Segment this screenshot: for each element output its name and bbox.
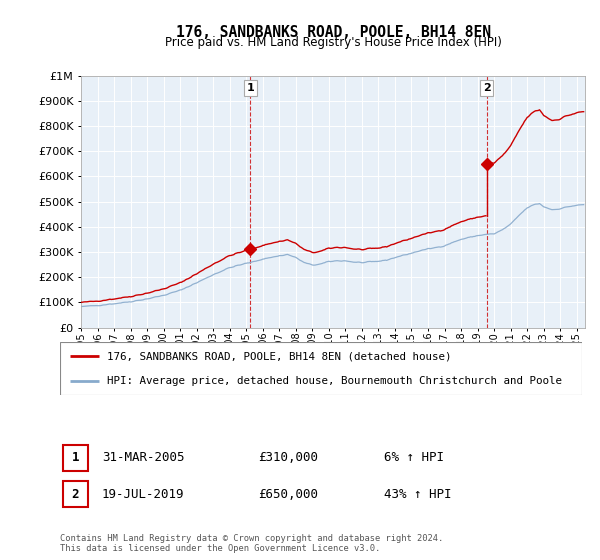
Text: 1: 1 [71, 451, 79, 464]
Text: 176, SANDBANKS ROAD, POOLE, BH14 8EN: 176, SANDBANKS ROAD, POOLE, BH14 8EN [176, 25, 491, 40]
Text: 19-JUL-2019: 19-JUL-2019 [102, 488, 184, 501]
Text: 43% ↑ HPI: 43% ↑ HPI [383, 488, 451, 501]
Text: 31-MAR-2005: 31-MAR-2005 [102, 451, 184, 464]
Text: 176, SANDBANKS ROAD, POOLE, BH14 8EN (detached house): 176, SANDBANKS ROAD, POOLE, BH14 8EN (de… [107, 352, 451, 362]
Text: Price paid vs. HM Land Registry's House Price Index (HPI): Price paid vs. HM Land Registry's House … [164, 36, 502, 49]
Text: £310,000: £310,000 [259, 451, 319, 464]
Text: 6% ↑ HPI: 6% ↑ HPI [383, 451, 443, 464]
Text: £650,000: £650,000 [259, 488, 319, 501]
Text: 1: 1 [247, 83, 254, 93]
FancyBboxPatch shape [62, 481, 88, 507]
FancyBboxPatch shape [60, 342, 582, 395]
Text: HPI: Average price, detached house, Bournemouth Christchurch and Poole: HPI: Average price, detached house, Bour… [107, 376, 562, 386]
Text: 2: 2 [482, 83, 490, 93]
FancyBboxPatch shape [62, 445, 88, 471]
Text: 2: 2 [71, 488, 79, 501]
Text: Contains HM Land Registry data © Crown copyright and database right 2024.
This d: Contains HM Land Registry data © Crown c… [60, 534, 443, 553]
